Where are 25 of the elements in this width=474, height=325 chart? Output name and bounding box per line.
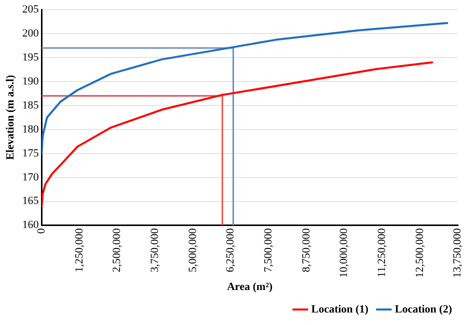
legend-label: Location (2) [394, 303, 452, 316]
y-axis-title: Elevation (m a.s.l) [4, 74, 16, 160]
x-tick-label: 8,750,000 [300, 228, 312, 272]
y-tick-label: 180 [22, 123, 40, 136]
y-tick-label: 205 [22, 3, 40, 16]
x-tick-label: 6,250,000 [224, 228, 237, 272]
x-axis-title: Area (m²) [226, 281, 273, 294]
legend-label: Location (1) [311, 303, 369, 316]
x-tick-label: 3,750,000 [149, 228, 162, 272]
y-tick-label: 200 [22, 27, 40, 40]
x-tick-label: 0 [36, 228, 48, 234]
y-tick-label: 195 [22, 51, 40, 64]
y-tick-label: 170 [22, 171, 40, 184]
y-tick-label: 175 [22, 147, 40, 160]
x-tick-label: 7,500,000 [262, 228, 275, 272]
x-tick-label: 11,250,000 [376, 228, 388, 278]
x-tick-label: 5,000,000 [186, 228, 199, 272]
x-tick-label: 1,250,000 [73, 228, 86, 272]
x-tick-label: 12,500,000 [414, 228, 426, 278]
y-tick-label: 190 [22, 75, 40, 88]
y-tick-label: 185 [22, 99, 40, 112]
x-tick-label: 10,000,000 [338, 228, 350, 278]
x-tick-label: 13,750,000 [452, 228, 464, 278]
y-tick-label: 165 [22, 195, 40, 208]
x-tick-label: 2,500,000 [111, 228, 124, 272]
